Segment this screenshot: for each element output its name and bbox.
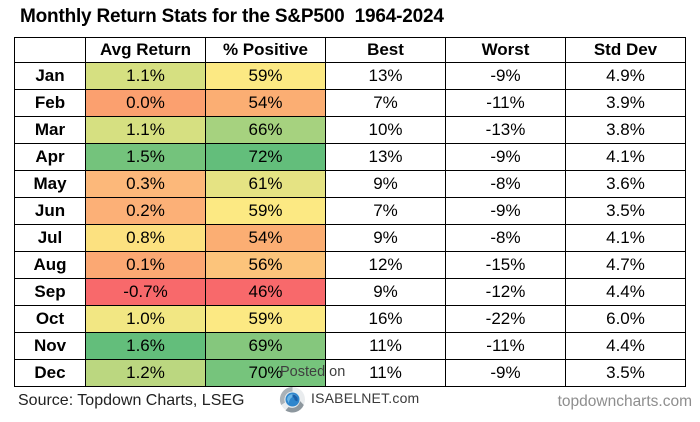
cell-pct-positive: 54%: [205, 89, 326, 117]
table-row: Jan 1.1% 59% 13% -9% 4.9%: [14, 62, 686, 90]
cell-avg-return: 1.5%: [85, 143, 206, 171]
cell-std-dev: 4.1%: [565, 143, 686, 171]
cell-avg-return: 1.1%: [85, 116, 206, 144]
cell-best: 11%: [325, 359, 446, 387]
monthly-stats-table: Avg Return % Positive Best Worst Std Dev…: [14, 37, 686, 387]
cell-best: 13%: [325, 62, 446, 90]
cell-month: Nov: [14, 332, 86, 360]
cell-std-dev: 4.7%: [565, 251, 686, 279]
table-row: Oct 1.0% 59% 16% -22% 6.0%: [14, 305, 686, 333]
watermark-brand: ISABELNET.com: [311, 390, 420, 406]
cell-best: 13%: [325, 143, 446, 171]
header-std-dev: Std Dev: [565, 37, 686, 63]
source-credit: Source: Topdown Charts, LSEG: [18, 392, 245, 409]
cell-best: 16%: [325, 305, 446, 333]
cell-month: Jan: [14, 62, 86, 90]
cell-avg-return: 0.2%: [85, 197, 206, 225]
cell-std-dev: 4.4%: [565, 278, 686, 306]
cell-avg-return: 0.1%: [85, 251, 206, 279]
cell-worst: -11%: [445, 89, 566, 117]
cell-avg-return: -0.7%: [85, 278, 206, 306]
cell-best: 7%: [325, 89, 446, 117]
cell-avg-return: 1.6%: [85, 332, 206, 360]
table-row: Apr 1.5% 72% 13% -9% 4.1%: [14, 143, 686, 171]
cell-month: Mar: [14, 116, 86, 144]
cell-std-dev: 6.0%: [565, 305, 686, 333]
cell-pct-positive: 46%: [205, 278, 326, 306]
cell-month: Jun: [14, 197, 86, 225]
table-row: Nov 1.6% 69% 11% -11% 4.4%: [14, 332, 686, 360]
cell-best: 12%: [325, 251, 446, 279]
cell-pct-positive: 72%: [205, 143, 326, 171]
cell-month: Aug: [14, 251, 86, 279]
cell-std-dev: 3.6%: [565, 170, 686, 198]
cell-worst: -11%: [445, 332, 566, 360]
cell-avg-return: 0.0%: [85, 89, 206, 117]
cell-worst: -9%: [445, 143, 566, 171]
table-row: Jul 0.8% 54% 9% -8% 4.1%: [14, 224, 686, 252]
table-row: Jun 0.2% 59% 7% -9% 3.5%: [14, 197, 686, 225]
cell-month: Jul: [14, 224, 86, 252]
cell-best: 11%: [325, 332, 446, 360]
cell-worst: -8%: [445, 170, 566, 198]
table-row: Dec 1.2% 70% 11% -9% 3.5%: [14, 359, 686, 387]
cell-pct-positive: 59%: [205, 62, 326, 90]
watermark-posted-on: Posted on: [280, 364, 346, 380]
cell-month: May: [14, 170, 86, 198]
cell-worst: -9%: [445, 62, 566, 90]
cell-avg-return: 1.2%: [85, 359, 206, 387]
cell-month: Apr: [14, 143, 86, 171]
cell-worst: -9%: [445, 359, 566, 387]
cell-std-dev: 3.5%: [565, 197, 686, 225]
cell-worst: -13%: [445, 116, 566, 144]
cell-std-dev: 3.8%: [565, 116, 686, 144]
cell-worst: -9%: [445, 197, 566, 225]
table-row: Aug 0.1% 56% 12% -15% 4.7%: [14, 251, 686, 279]
header-avg-return: Avg Return: [85, 37, 206, 63]
header-worst: Worst: [445, 37, 566, 63]
site-credit: topdowncharts.com: [557, 393, 692, 410]
cell-avg-return: 1.1%: [85, 62, 206, 90]
cell-pct-positive: 59%: [205, 197, 326, 225]
header-pct-positive: % Positive: [205, 37, 326, 63]
cell-pct-positive: 59%: [205, 305, 326, 333]
cell-worst: -8%: [445, 224, 566, 252]
cell-month: Feb: [14, 89, 86, 117]
cell-pct-positive: 61%: [205, 170, 326, 198]
cell-std-dev: 4.4%: [565, 332, 686, 360]
page-title: Monthly Return Stats for the S&P500 1964…: [20, 6, 444, 27]
cell-std-dev: 3.5%: [565, 359, 686, 387]
header-month: [14, 37, 86, 63]
table-row: Sep -0.7% 46% 9% -12% 4.4%: [14, 278, 686, 306]
table-body: Jan 1.1% 59% 13% -9% 4.9% Feb 0.0% 54% 7% -11% 3.9%…: [14, 62, 686, 387]
cell-worst: -12%: [445, 278, 566, 306]
cell-std-dev: 4.1%: [565, 224, 686, 252]
cell-avg-return: 1.0%: [85, 305, 206, 333]
table-row: Feb 0.0% 54% 7% -11% 3.9%: [14, 89, 686, 117]
cell-avg-return: 0.8%: [85, 224, 206, 252]
cell-best: 10%: [325, 116, 446, 144]
isabelnet-logo-icon: [279, 386, 305, 413]
cell-best: 9%: [325, 170, 446, 198]
cell-worst: -15%: [445, 251, 566, 279]
cell-std-dev: 4.9%: [565, 62, 686, 90]
cell-month: Sep: [14, 278, 86, 306]
cell-month: Oct: [14, 305, 86, 333]
table-header-row: Avg Return % Positive Best Worst Std Dev: [14, 37, 686, 63]
cell-best: 7%: [325, 197, 446, 225]
table-row: Mar 1.1% 66% 10% -13% 3.8%: [14, 116, 686, 144]
cell-pct-positive: 70%: [205, 359, 326, 387]
cell-pct-positive: 56%: [205, 251, 326, 279]
header-best: Best: [325, 37, 446, 63]
cell-best: 9%: [325, 278, 446, 306]
cell-avg-return: 0.3%: [85, 170, 206, 198]
cell-std-dev: 3.9%: [565, 89, 686, 117]
cell-pct-positive: 54%: [205, 224, 326, 252]
cell-best: 9%: [325, 224, 446, 252]
table-row: May 0.3% 61% 9% -8% 3.6%: [14, 170, 686, 198]
cell-worst: -22%: [445, 305, 566, 333]
cell-month: Dec: [14, 359, 86, 387]
cell-pct-positive: 66%: [205, 116, 326, 144]
cell-pct-positive: 69%: [205, 332, 326, 360]
